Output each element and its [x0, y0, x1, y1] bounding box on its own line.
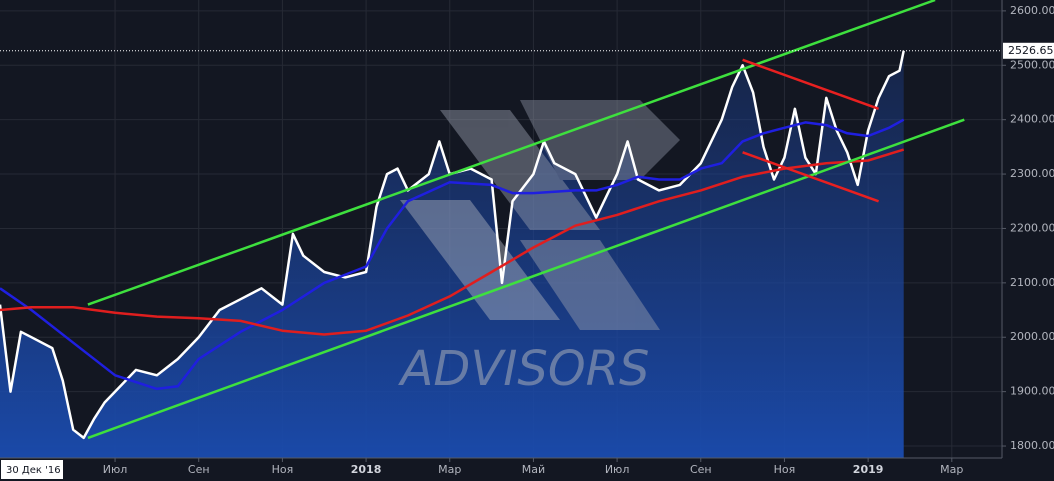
price-label-box	[1003, 42, 1054, 59]
line	[742, 58, 880, 110]
x-tick-label: Июл	[605, 463, 630, 476]
line	[87, 118, 965, 440]
y-tick-label: 2200.00	[1010, 221, 1054, 234]
x-tick-label: Ноя	[774, 463, 796, 476]
logo-shape	[400, 200, 560, 320]
time-axis	[0, 458, 1054, 481]
y-tick-label: 2300.00	[1010, 167, 1054, 180]
crosshair-box	[1, 460, 63, 479]
price-axis	[1002, 0, 1054, 481]
line	[0, 148, 905, 336]
y-tick-label: 1800.00	[1010, 439, 1054, 452]
logo-shape	[520, 100, 680, 180]
axes: 1800.00 1900.00 2000.00 2100.00 2200.00 2300.…	[103, 4, 1054, 476]
line	[87, 0, 936, 306]
logo-shape	[440, 110, 600, 230]
crosshair-label: 30 Дек '16	[6, 465, 61, 476]
x-tick-label: Май	[522, 463, 545, 476]
watermark: ADVISORS	[398, 341, 650, 397]
y-tick-label: 2600.00	[1010, 4, 1054, 17]
y-tick-label: 2500.00	[1010, 58, 1054, 71]
watermark-logo	[400, 100, 680, 330]
y-tick-label: 2100.00	[1010, 276, 1054, 289]
x-tick-label: Ноя	[272, 463, 294, 476]
logo-shape	[520, 240, 660, 330]
y-tick-label: 2000.00	[1010, 330, 1054, 343]
x-tick-label: 2019	[853, 463, 884, 476]
x-tick-label: Июл	[103, 463, 128, 476]
line-layer	[0, 0, 1002, 440]
x-tick-label: 2018	[351, 463, 382, 476]
x-tick-label: Сен	[188, 463, 210, 476]
x-tick-label: Мар	[438, 463, 461, 476]
line	[742, 151, 880, 203]
y-tick-label: 1900.00	[1010, 385, 1054, 398]
x-tick-label: Мар	[940, 463, 963, 476]
y-tick-label: 2400.00	[1010, 113, 1054, 126]
area	[0, 50, 904, 459]
price-label: 2526.65	[1008, 44, 1054, 57]
line	[0, 118, 905, 391]
x-tick-label: Сен	[690, 463, 712, 476]
area-layer	[0, 50, 904, 459]
